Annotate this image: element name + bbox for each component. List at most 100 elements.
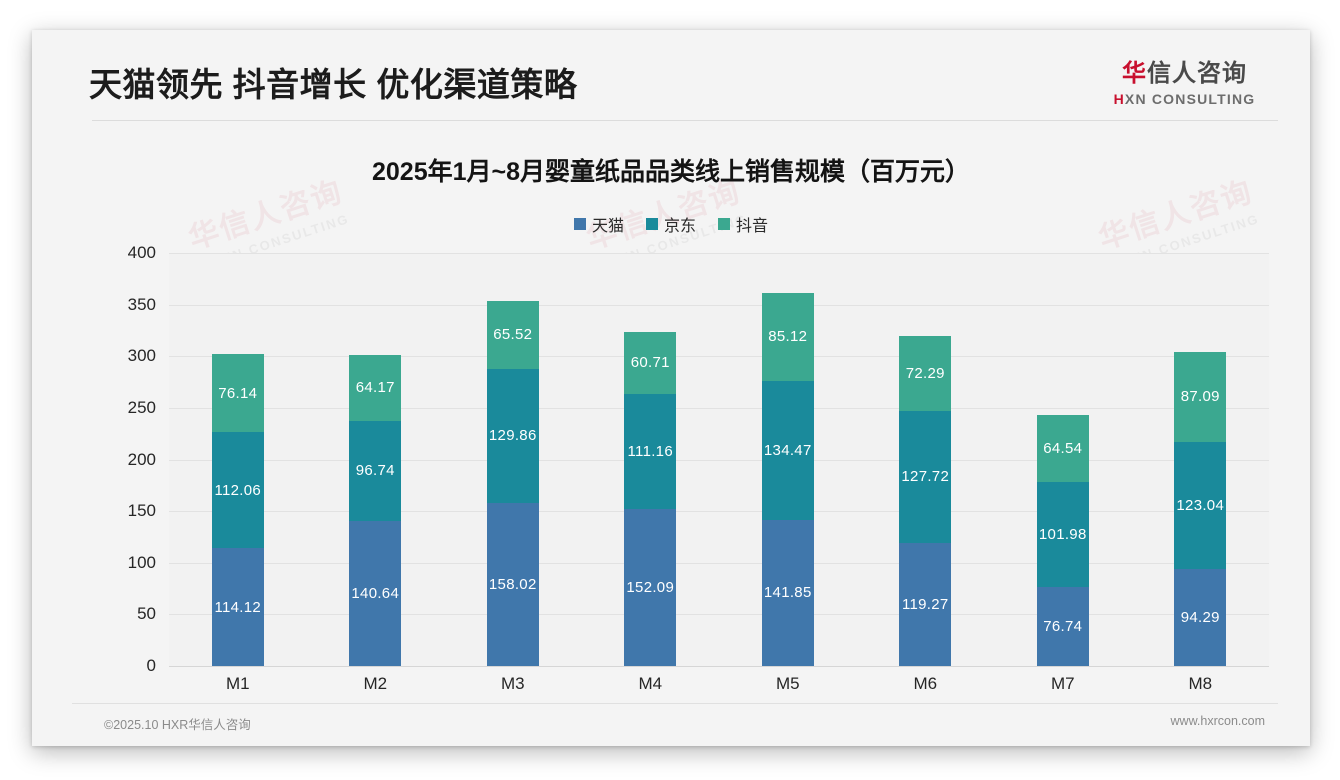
chart-plot-area: 0 50 100 150 200 250 300 350 400 76.14 112.06 114.1… (128, 243, 1269, 693)
bar-segment-抖音-M7[interactable]: 64.54 (1036, 414, 1089, 482)
footer-website[interactable]: www.hxrcon.com (1170, 714, 1265, 728)
bar-segment-抖音-M4[interactable]: 60.71 (624, 331, 677, 395)
bar-value-label: 64.54 (1043, 439, 1083, 457)
y-axis-tick-label: 100 (127, 552, 156, 572)
brand-logo-en-red: H (1113, 90, 1125, 107)
chart-legend: 天猫 京东 抖音 (32, 212, 1310, 236)
bar-stack-M5[interactable]: 85.12 134.47 141.85 (761, 292, 814, 666)
bar-value-label: 64.17 (355, 379, 395, 397)
x-axis-tick-label-M1: M1 (225, 674, 250, 693)
bar-value-label: 127.72 (901, 468, 950, 486)
bar-stack-M2[interactable]: 64.17 96.74 140.64 (349, 354, 402, 666)
bar-segment-天猫-M5[interactable]: 141.85 (761, 519, 814, 666)
brand-logo: 华信人咨询 HXN CONSULTING (1097, 60, 1272, 107)
y-gridline (169, 666, 1269, 667)
bar-value-label: 112.06 (214, 481, 262, 499)
legend-label: 京东 (663, 218, 696, 235)
legend-item-0[interactable]: 天猫 (573, 212, 624, 236)
x-axis-tick-label-M6: M6 (913, 674, 938, 693)
bar-value-label: 85.12 (768, 328, 808, 346)
bar-segment-抖音-M8[interactable]: 87.09 (1174, 351, 1227, 442)
bar-value-label: 65.52 (493, 326, 533, 344)
bar-segment-抖音-M3[interactable]: 65.52 (486, 301, 539, 369)
bar-value-label: 87.09 (1180, 388, 1220, 406)
bar-segment-京东-M8[interactable]: 123.04 (1174, 441, 1227, 569)
legend-label: 抖音 (736, 218, 769, 235)
x-axis-tick-label-M5: M5 (775, 674, 800, 693)
bar-segment-抖音-M6[interactable]: 72.29 (899, 336, 952, 411)
bar-value-label: 129.86 (488, 427, 537, 445)
x-axis-tick-label-M7: M7 (1050, 674, 1075, 693)
bar-stack-M3[interactable]: 65.52 129.86 158.02 (486, 301, 539, 666)
x-axis-tick-label-M3: M3 (500, 674, 525, 693)
bar-segment-天猫-M4[interactable]: 152.09 (624, 508, 677, 666)
bar-stack-M8[interactable]: 87.09 123.04 94.29 (1174, 351, 1227, 666)
bar-stack-M6[interactable]: 72.29 127.72 119.27 (899, 336, 952, 666)
y-gridline (169, 253, 1269, 254)
y-gridline (169, 511, 1269, 513)
brand-logo-cn-rest: 信人咨询 (1147, 60, 1247, 87)
bar-value-label: 134.47 (763, 441, 812, 459)
footer-copyright: ©2025.10 HXR华信人咨询 (104, 718, 251, 732)
x-axis-tick-label-M8: M8 (1188, 674, 1213, 693)
slide-header: 天猫领先 抖音增长 优化渠道策略 华信人咨询 HXN CONSULTING (32, 30, 1310, 122)
x-axis-tick-label-M4: M4 (638, 674, 663, 693)
bar-segment-京东-M7[interactable]: 101.98 (1036, 481, 1089, 587)
page-title: 天猫领先 抖音增长 优化渠道策略 (89, 66, 578, 103)
y-axis-tick-label: 250 (127, 397, 156, 417)
bar-stack-M4[interactable]: 60.71 111.16 152.09 (624, 331, 677, 666)
footer-divider (72, 703, 1278, 704)
bar-segment-天猫-M3[interactable]: 158.02 (486, 502, 539, 666)
y-axis-tick-label: 50 (137, 604, 156, 624)
y-axis-tick-label: 300 (127, 346, 156, 366)
y-gridline (169, 407, 1269, 409)
y-gridline (169, 459, 1269, 461)
bar-value-label: 123.04 (1176, 496, 1225, 514)
legend-item-1[interactable]: 京东 (645, 212, 696, 236)
brand-logo-cn-red: 华 (1122, 60, 1147, 87)
bar-segment-京东-M2[interactable]: 96.74 (349, 420, 402, 521)
legend-swatch-icon (645, 218, 658, 230)
bar-value-label: 141.85 (763, 584, 812, 602)
chart-title: 2025年1月~8月婴童纸品品类线上销售规模（百万元） (371, 158, 971, 186)
y-axis-tick-label: 150 (127, 501, 156, 521)
bar-value-label: 72.29 (905, 365, 945, 383)
bar-segment-天猫-M2[interactable]: 140.64 (349, 520, 402, 666)
y-axis-tick-label: 400 (127, 243, 156, 262)
header-divider (92, 120, 1278, 121)
bar-segment-京东-M6[interactable]: 127.72 (899, 411, 952, 543)
bar-segment-抖音-M5[interactable]: 85.12 (761, 292, 814, 381)
bar-segment-京东-M4[interactable]: 111.16 (624, 394, 677, 509)
bar-stack-M1[interactable]: 76.14 112.06 114.12 (211, 353, 264, 666)
bar-segment-天猫-M7[interactable]: 76.74 (1036, 586, 1089, 666)
bar-value-label: 152.09 (626, 578, 675, 596)
brand-logo-en-rest: XN CONSULTING (1124, 90, 1256, 107)
bar-value-label: 101.98 (1038, 525, 1087, 543)
y-gridline (169, 614, 1269, 616)
bar-value-label: 76.14 (218, 384, 258, 402)
bar-value-label: 94.29 (1180, 608, 1220, 626)
y-gridline (169, 304, 1269, 306)
y-axis-tick-label: 350 (127, 294, 156, 314)
bar-segment-天猫-M6[interactable]: 119.27 (899, 542, 952, 666)
y-gridline (169, 356, 1269, 358)
legend-swatch-icon (718, 218, 730, 230)
slide-canvas: 华信人咨询 HXN CONSULTING 华信人咨询 HXN CONSULTING 华信… (32, 30, 1310, 746)
bar-segment-抖音-M1[interactable]: 76.14 (211, 353, 264, 433)
bar-value-label: 158.02 (488, 575, 537, 593)
y-axis-tick-label: 0 (146, 656, 156, 675)
bar-segment-京东-M1[interactable]: 112.06 (211, 432, 264, 549)
y-axis-tick-label: 200 (127, 449, 156, 469)
bar-value-label: 114.12 (214, 598, 262, 616)
bar-value-label: 60.71 (630, 354, 670, 372)
bar-stack-M7[interactable]: 64.54 101.98 76.74 (1036, 414, 1089, 666)
bar-segment-京东-M3[interactable]: 129.86 (486, 368, 539, 503)
bar-segment-天猫-M1[interactable]: 114.12 (211, 548, 264, 666)
bar-value-label: 111.16 (627, 443, 673, 461)
legend-item-2[interactable]: 抖音 (718, 212, 768, 236)
brand-logo-en: HXN CONSULTING (1097, 91, 1272, 107)
legend-label: 天猫 (591, 218, 624, 235)
bar-segment-京东-M5[interactable]: 134.47 (761, 380, 814, 520)
bar-segment-抖音-M2[interactable]: 64.17 (349, 354, 402, 421)
bar-segment-天猫-M8[interactable]: 94.29 (1174, 568, 1227, 666)
